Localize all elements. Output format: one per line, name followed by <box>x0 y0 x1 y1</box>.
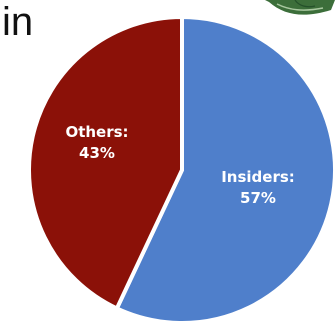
title-fragment: in <box>2 0 34 44</box>
leaf-decoration-icon <box>265 0 335 15</box>
slice-label-insiders: Insiders: 57% <box>221 168 295 207</box>
pie-slice-insiders <box>114 15 335 325</box>
slice-label-others-value: 43% <box>79 144 115 162</box>
slice-label-insiders-name: Insiders: <box>221 168 295 186</box>
pie-slice-others <box>27 15 184 311</box>
slice-label-others: Others: 43% <box>65 123 128 162</box>
slice-label-others-name: Others: <box>65 123 128 141</box>
slice-label-insiders-value: 57% <box>240 189 276 207</box>
